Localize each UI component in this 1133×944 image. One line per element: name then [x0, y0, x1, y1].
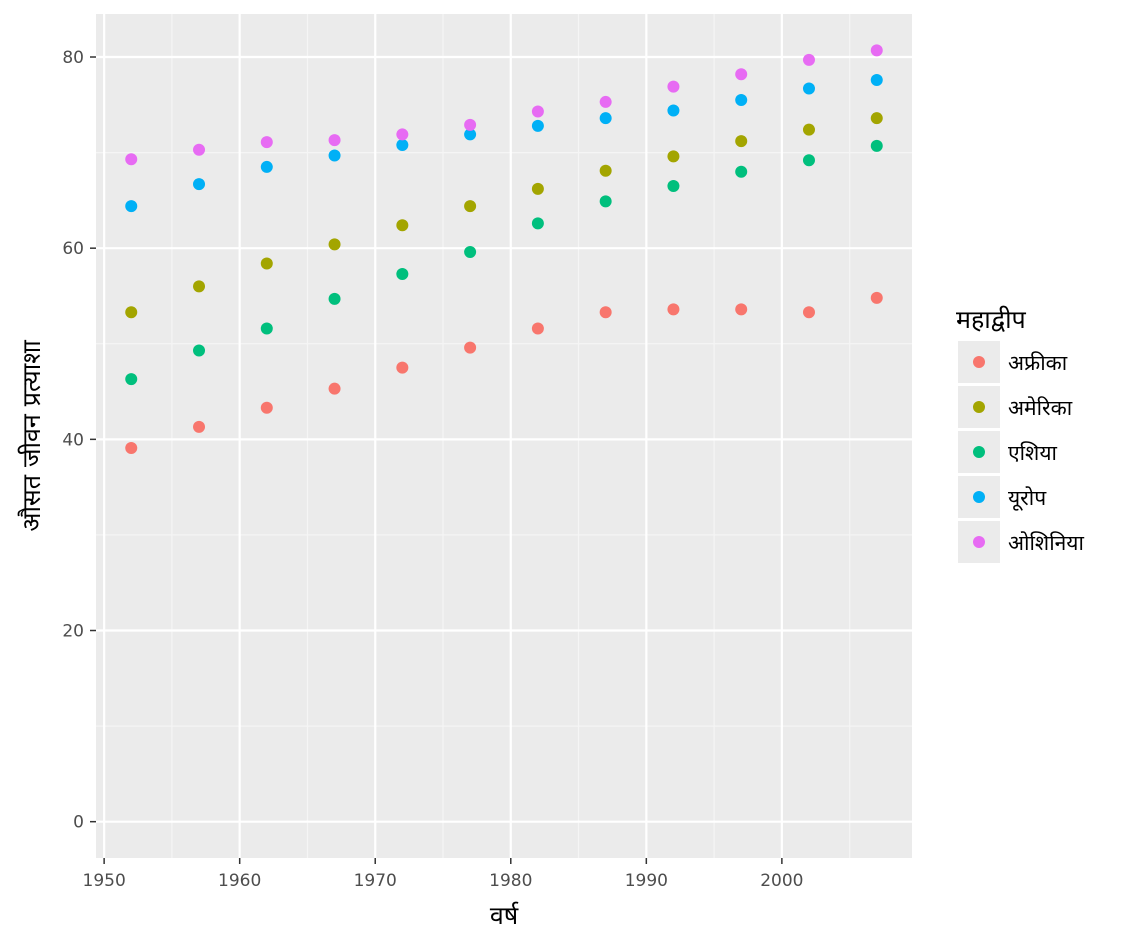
data-point	[328, 149, 341, 162]
data-point	[193, 143, 206, 156]
data-point	[599, 112, 612, 125]
x-tick-label: 1970	[354, 871, 397, 891]
data-point	[802, 154, 815, 167]
legend-item: यूरोप	[958, 476, 1047, 518]
data-point	[870, 291, 883, 304]
data-point	[328, 292, 341, 305]
grid	[96, 14, 912, 858]
legend: महाद्वीप अफ्रीका अमेरिका एशिया यूरोप ओशिनिया	[956, 305, 1084, 563]
x-tick-label: 1990	[625, 871, 668, 891]
data-point	[328, 238, 341, 251]
legend-label: अफ्रीका	[1008, 351, 1068, 375]
legend-marker	[973, 401, 985, 413]
legend-item: अफ्रीका	[958, 341, 1068, 383]
legend-marker	[973, 356, 985, 368]
data-point	[260, 136, 273, 149]
data-point	[464, 128, 477, 141]
legend-marker	[973, 446, 985, 458]
data-point	[802, 123, 815, 136]
y-tick-label: 20	[62, 622, 84, 642]
x-tick-label: 1960	[218, 871, 261, 891]
legend-label: अमेरिका	[1008, 396, 1073, 420]
data-points	[125, 44, 883, 454]
data-point	[599, 95, 612, 108]
legend-label: यूरोप	[1008, 486, 1047, 511]
data-point	[599, 306, 612, 319]
data-point	[464, 118, 477, 131]
data-point	[870, 44, 883, 57]
y-tick-label: 60	[62, 239, 84, 259]
y-tick-label: 80	[62, 48, 84, 68]
data-point	[396, 138, 409, 151]
legend-label: एशिया	[1008, 441, 1058, 465]
y-tick-label: 40	[62, 430, 84, 450]
data-point	[870, 112, 883, 125]
data-point	[531, 182, 544, 195]
y-axis: 0 20 40 60 80	[62, 48, 96, 833]
data-point	[125, 373, 138, 386]
data-point	[667, 150, 680, 163]
data-point	[125, 200, 138, 213]
data-point	[396, 128, 409, 141]
data-point	[870, 139, 883, 152]
data-point	[193, 344, 206, 357]
legend-item: ओशिनिया	[958, 521, 1084, 563]
x-axis-title: वर्ष	[490, 901, 519, 930]
data-point	[802, 306, 815, 319]
data-point	[870, 73, 883, 86]
data-point	[599, 195, 612, 208]
legend-item: एशिया	[958, 431, 1058, 473]
data-point	[396, 267, 409, 280]
data-point	[193, 178, 206, 191]
x-tick-label: 1950	[83, 871, 126, 891]
data-point	[531, 322, 544, 335]
data-point	[802, 53, 815, 66]
legend-label: ओशिनिया	[1008, 531, 1084, 555]
data-point	[735, 94, 748, 107]
data-point	[396, 361, 409, 374]
legend-item: अमेरिका	[958, 386, 1073, 428]
legend-marker	[973, 491, 985, 503]
data-point	[260, 257, 273, 270]
x-axis: 1950 1960 1970 1980 1990 2000	[83, 858, 804, 891]
data-point	[531, 119, 544, 132]
data-point	[735, 68, 748, 81]
data-point	[735, 165, 748, 178]
y-axis-title: औसत जीवन प्रत्याशा	[17, 340, 46, 532]
data-point	[328, 382, 341, 395]
x-tick-label: 1980	[489, 871, 532, 891]
data-point	[464, 246, 477, 259]
data-point	[260, 401, 273, 414]
data-point	[802, 82, 815, 95]
data-point	[193, 280, 206, 293]
data-point	[125, 153, 138, 166]
data-point	[599, 164, 612, 177]
data-point	[328, 134, 341, 147]
data-point	[193, 420, 206, 433]
legend-marker	[973, 536, 985, 548]
data-point	[667, 80, 680, 93]
data-point	[260, 160, 273, 173]
data-point	[667, 180, 680, 193]
data-point	[125, 306, 138, 319]
data-point	[125, 441, 138, 454]
data-point	[735, 135, 748, 148]
data-point	[667, 303, 680, 316]
data-point	[531, 105, 544, 118]
data-point	[531, 217, 544, 230]
data-point	[396, 219, 409, 232]
data-point	[260, 322, 273, 335]
data-point	[667, 104, 680, 117]
y-tick-label: 0	[73, 813, 84, 833]
data-point	[464, 341, 477, 354]
x-tick-label: 2000	[760, 871, 803, 891]
data-point	[464, 200, 477, 213]
plot-panel	[96, 14, 912, 858]
legend-title: महाद्वीप	[956, 305, 1027, 334]
data-point	[735, 303, 748, 316]
